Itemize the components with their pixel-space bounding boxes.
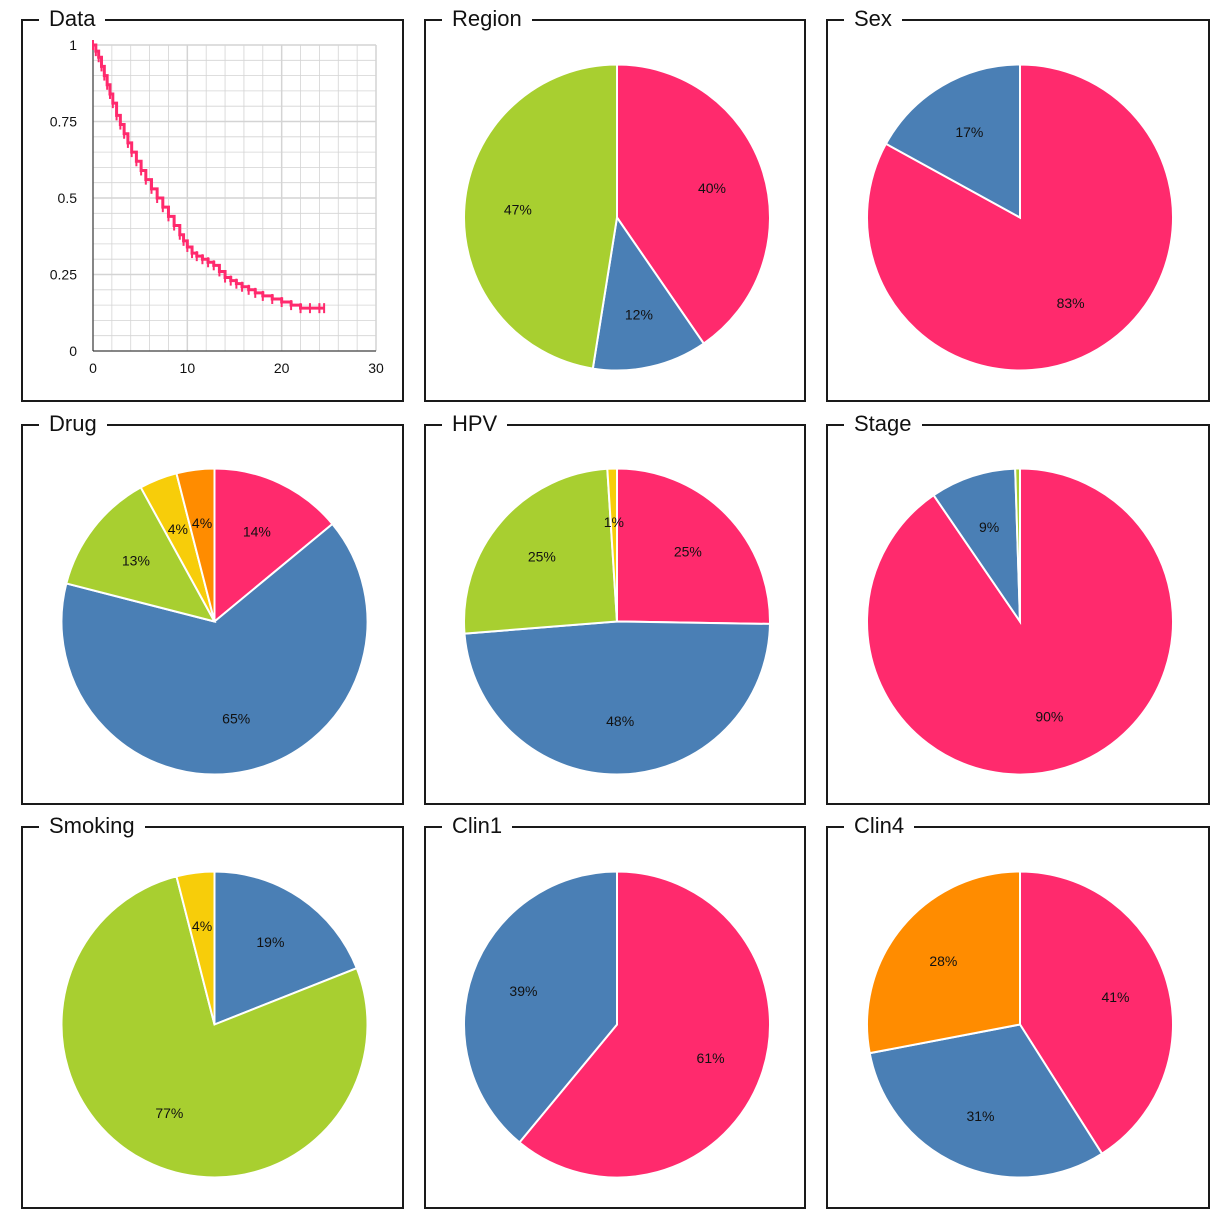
pie-chart: 40% 12% 47%	[463, 63, 771, 372]
pie-slice	[463, 467, 619, 635]
pie-slice	[463, 620, 771, 776]
slice-label: 28%	[929, 953, 957, 969]
slice-label: 48%	[606, 713, 634, 729]
x-tick-label: 20	[274, 360, 290, 376]
panel-title: HPV	[442, 409, 508, 439]
panel-clin1: Clin1 61% 39%	[424, 811, 806, 1209]
y-tick-label: 0.75	[50, 114, 77, 130]
pie-slice	[868, 1023, 1104, 1179]
pie-slice	[213, 870, 359, 1026]
pie-slice	[932, 467, 1022, 625]
pie-chart: 83% 17%	[866, 63, 1174, 372]
slice-label: 14%	[243, 524, 271, 540]
panel-title: Stage	[844, 409, 922, 439]
panel-hpv: HPV 25% 48% 25% 1%	[424, 409, 806, 805]
slice-label: 25%	[674, 544, 702, 560]
pie-chart: 41% 31% 28%	[866, 870, 1174, 1179]
survival-chart: 0 10 20 30 0 0.25 0.5 0.75 1	[50, 37, 384, 376]
pie-slice	[866, 870, 1021, 1055]
slice-label: 90%	[1035, 709, 1063, 725]
slice-label: 40%	[698, 180, 726, 196]
panel-title: Clin4	[844, 811, 915, 841]
pie-slice	[65, 486, 217, 624]
pie-slice	[175, 870, 216, 1025]
x-tick-label: 30	[368, 360, 384, 376]
panel-data: Data 0 10 20 30 0 0.25 0.5 0.75 1	[21, 4, 404, 402]
y-tick-label: 0.5	[58, 190, 78, 206]
pie-slice	[591, 214, 706, 372]
x-tick-label: 10	[180, 360, 196, 376]
pie-chart: 14% 65% 13% 4% 4%	[60, 467, 369, 776]
y-tick-label: 0.25	[50, 267, 77, 283]
slice-label: 65%	[222, 711, 250, 727]
pie-slice	[518, 870, 771, 1179]
panel-sex: Sex 83% 17%	[826, 4, 1210, 402]
pie-chart: 19% 77% 4%	[60, 870, 369, 1179]
pie-slice	[616, 467, 771, 625]
slice-label: 4%	[192, 918, 212, 934]
slice-label: 77%	[155, 1105, 183, 1121]
slice-label: 25%	[528, 548, 556, 564]
pie-slice	[606, 467, 618, 622]
y-tick-label: 1	[69, 37, 77, 53]
pie-slice	[213, 467, 334, 624]
panel-region: Region 40% 12% 47%	[424, 4, 806, 402]
pie-slice	[175, 467, 216, 622]
panel-stage: Stage 90% 9%	[826, 409, 1210, 805]
slice-label: 19%	[256, 934, 284, 950]
slice-label: 31%	[966, 1108, 994, 1124]
pie-slice	[884, 63, 1021, 220]
y-tick-label: 0	[69, 343, 77, 359]
panel-title: Drug	[39, 409, 107, 439]
panel-title: Region	[442, 4, 532, 34]
slice-label: 9%	[979, 519, 999, 535]
slice-label: 39%	[509, 983, 537, 999]
slice-label: 83%	[1057, 295, 1085, 311]
slice-label: 1%	[604, 514, 624, 530]
pie-slice	[463, 63, 618, 370]
slice-label: 4%	[168, 521, 188, 537]
pie-slice	[463, 870, 618, 1144]
slice-label: 41%	[1101, 989, 1129, 1005]
pie-slice	[1014, 467, 1021, 622]
pie-slice	[60, 875, 369, 1179]
survival-curve	[93, 43, 325, 310]
pie-chart: 61% 39%	[463, 870, 771, 1179]
panel-clin4: Clin4 41% 31% 28%	[826, 811, 1210, 1209]
pie-chart: 25% 48% 25% 1%	[463, 467, 771, 776]
panel-smoking: Smoking 19% 77% 4%	[21, 811, 404, 1209]
slice-label: 13%	[122, 553, 150, 569]
slice-label: 61%	[697, 1050, 725, 1066]
pie-slice	[60, 522, 369, 776]
slice-label: 17%	[955, 124, 983, 140]
slice-label: 12%	[625, 307, 653, 323]
slice-label: 4%	[192, 515, 212, 531]
panel-title: Smoking	[39, 811, 145, 841]
pie-chart: 90% 9%	[866, 467, 1174, 776]
panel-drug: Drug 14% 65% 13% 4% 4%	[21, 409, 404, 805]
panel-title: Data	[39, 4, 106, 34]
pie-slice	[616, 63, 771, 345]
x-tick-label: 0	[89, 360, 97, 376]
slice-label: 47%	[504, 202, 532, 218]
panel-title: Sex	[844, 4, 902, 34]
panel-title: Clin1	[442, 811, 513, 841]
